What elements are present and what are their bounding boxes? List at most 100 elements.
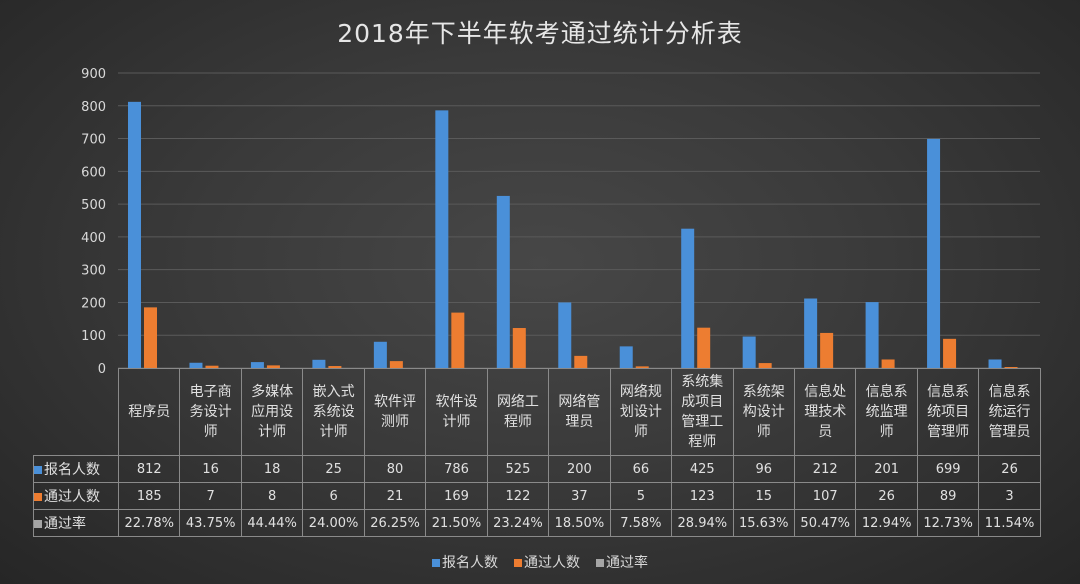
table-cell: 812 xyxy=(117,455,181,483)
table-cell: 96 xyxy=(732,455,795,483)
category-text: 程序员 xyxy=(128,404,171,420)
table-cell: 12.94% xyxy=(855,509,918,537)
series-name: 通过率 xyxy=(44,516,86,532)
table-cell: 425 xyxy=(671,455,734,483)
y-tick-label: 700 xyxy=(81,133,106,148)
bar-registered xyxy=(558,302,572,368)
table-cell: 22.78% xyxy=(117,509,181,537)
table-cell: 212 xyxy=(793,455,857,483)
bar-registered xyxy=(250,362,264,368)
bar-passed xyxy=(512,328,526,368)
table-cell: 21.50% xyxy=(425,509,488,537)
table-cell: 123 xyxy=(671,482,734,510)
legend-label: 通过人数 xyxy=(524,555,580,571)
category-text: 软件设计师 xyxy=(435,394,478,430)
bar-registered xyxy=(619,346,633,368)
category-label: 信息处理技术员 xyxy=(793,368,857,456)
category-label: 信息系统项目管理师 xyxy=(916,368,980,456)
category-label: 软件评测师 xyxy=(363,368,427,456)
legend-swatch xyxy=(34,493,42,501)
legend-label: 报名人数 xyxy=(442,555,498,571)
category-text: 系统集成项目管理工程师 xyxy=(681,374,724,450)
table-cell: 6 xyxy=(302,482,365,510)
legend-label: 通过率 xyxy=(606,555,648,571)
bar-passed xyxy=(758,363,772,368)
bar-passed xyxy=(1004,367,1018,368)
table-cell: 26 xyxy=(978,455,1041,483)
bar-registered xyxy=(189,362,203,368)
table-cell: 786 xyxy=(425,455,488,483)
y-tick-label: 900 xyxy=(81,67,106,82)
table-cell: 43.75% xyxy=(179,509,242,537)
table-cell: 7.58% xyxy=(609,509,673,537)
category-label: 网络管理员 xyxy=(548,368,611,456)
category-text: 多媒体应用设计师 xyxy=(251,384,294,440)
table-cell: 200 xyxy=(548,455,611,483)
table-cell: 28.94% xyxy=(671,509,734,537)
table-cell: 26.25% xyxy=(363,509,427,537)
bar-registered xyxy=(742,336,756,368)
table-cell: 23.24% xyxy=(486,509,550,537)
category-label: 系统架构设计师 xyxy=(732,368,795,456)
y-tick-label: 200 xyxy=(81,296,106,311)
bar-passed xyxy=(820,332,834,368)
table-cell: 18 xyxy=(240,455,304,483)
bar-registered xyxy=(312,359,326,368)
y-tick-label: 400 xyxy=(81,231,106,246)
series-label: 通过率 xyxy=(33,509,119,537)
category-label: 信息系统运行管理员 xyxy=(978,368,1041,456)
table-cell: 185 xyxy=(117,482,181,510)
chart-title: 2018年下半年软考通过统计分析表 xyxy=(337,19,743,48)
category-text: 网络规划设计师 xyxy=(619,384,662,440)
category-text: 信息系统监理师 xyxy=(865,384,908,440)
series-label: 通过人数 xyxy=(33,482,119,510)
table-cell: 80 xyxy=(363,455,427,483)
table-cell: 107 xyxy=(793,482,857,510)
table-cell: 201 xyxy=(855,455,918,483)
category-text: 信息系统运行管理员 xyxy=(988,384,1031,440)
bar-passed xyxy=(328,366,342,368)
category-text: 系统架构设计师 xyxy=(742,384,785,440)
bar-registered xyxy=(927,138,941,368)
bar-passed xyxy=(144,307,157,368)
y-tick-label: 500 xyxy=(81,198,106,213)
category-label: 多媒体应用设计师 xyxy=(240,368,304,456)
category-label: 软件设计师 xyxy=(425,368,488,456)
legend-item: 通过人数 xyxy=(514,555,580,571)
y-tick-label: 100 xyxy=(81,329,106,344)
table-cell: 24.00% xyxy=(302,509,365,537)
legend-item: 通过率 xyxy=(596,555,648,571)
bar-passed xyxy=(451,312,465,368)
category-text: 嵌入式系统设计师 xyxy=(312,384,355,440)
bar-registered xyxy=(988,359,1002,368)
legend-swatch xyxy=(596,559,604,567)
category-text: 网络管理员 xyxy=(558,394,601,430)
table-cell: 37 xyxy=(548,482,611,510)
table-cell: 26 xyxy=(855,482,918,510)
data-table: 程序员 电子商务设计师 多媒体应用设计师 嵌入式系统设计师 软件评测师 软件设计师 网络工程… xyxy=(33,368,1041,537)
bar-passed xyxy=(697,327,711,368)
table-row: 报名人数 812 16 18 25 80 786 525 200 66 425 96 212 201 699… xyxy=(33,455,1041,483)
table-cell: 525 xyxy=(486,455,550,483)
category-text: 软件评测师 xyxy=(374,394,417,430)
table-cell: 8 xyxy=(240,482,304,510)
category-text: 信息处理技术员 xyxy=(804,384,847,440)
bar-passed xyxy=(266,365,280,368)
table-row: 通过人数 185 7 8 6 21 169 122 37 5 123 15 107 26 89 3 xyxy=(33,482,1041,510)
bar-registered xyxy=(435,110,449,368)
y-tick-label: 800 xyxy=(81,100,106,115)
table-cell: 7 xyxy=(179,482,242,510)
table-cell: 15.63% xyxy=(732,509,795,537)
bar-registered xyxy=(128,101,141,368)
table-cell: 5 xyxy=(609,482,673,510)
category-label: 电子商务设计师 xyxy=(179,368,242,456)
category-text: 网络工程师 xyxy=(496,394,539,430)
table-cell: 21 xyxy=(363,482,427,510)
table-cell: 15 xyxy=(732,482,795,510)
table-cell: 89 xyxy=(916,482,980,510)
legend-swatch xyxy=(514,559,522,567)
bar-registered xyxy=(496,195,510,368)
category-text: 信息系统项目管理师 xyxy=(927,384,970,440)
bar-registered xyxy=(681,228,695,368)
